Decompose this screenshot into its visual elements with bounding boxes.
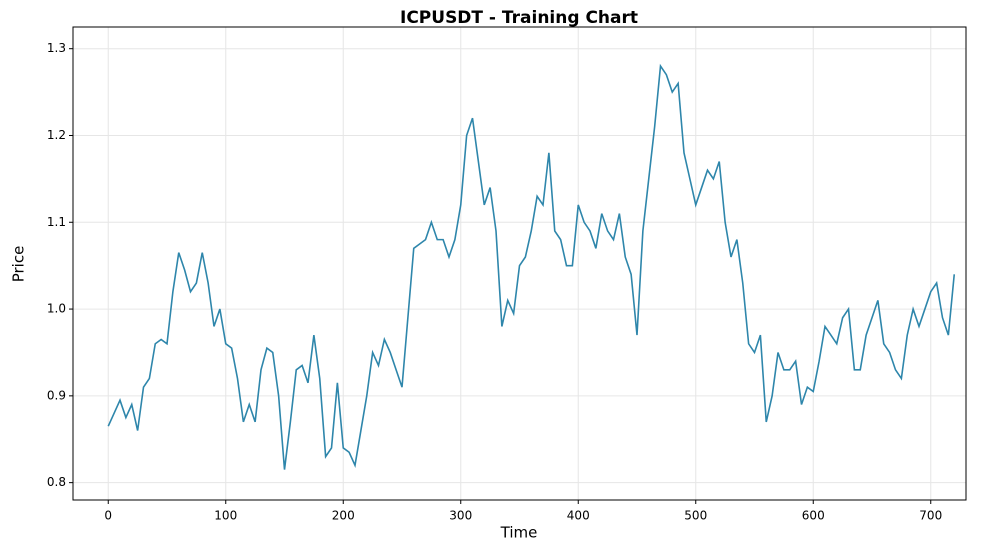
y-tick-label: 1.2 <box>47 128 66 142</box>
x-tick-label: 0 <box>104 509 112 523</box>
y-tick-label: 1.1 <box>47 215 66 229</box>
y-tick-label: 0.8 <box>47 475 66 489</box>
x-tick-label: 700 <box>919 509 942 523</box>
x-tick-label: 600 <box>802 509 825 523</box>
x-tick-label: 100 <box>214 509 237 523</box>
price-line <box>107 63 956 470</box>
y-axis-label: Price <box>10 246 28 283</box>
y-tick-label: 1.0 <box>47 302 66 316</box>
x-axis-label: Time <box>500 524 538 542</box>
chart-title: ICPUSDT - Training Chart <box>400 8 638 28</box>
y-tick-label: 0.9 <box>47 388 66 402</box>
x-tick-label: 500 <box>684 509 707 523</box>
x-tick-label: 400 <box>567 509 590 523</box>
plot-frame <box>72 26 967 501</box>
y-tick-label: 1.3 <box>47 41 66 55</box>
x-tick-label: 300 <box>449 509 472 523</box>
x-tick-label: 200 <box>332 509 355 523</box>
